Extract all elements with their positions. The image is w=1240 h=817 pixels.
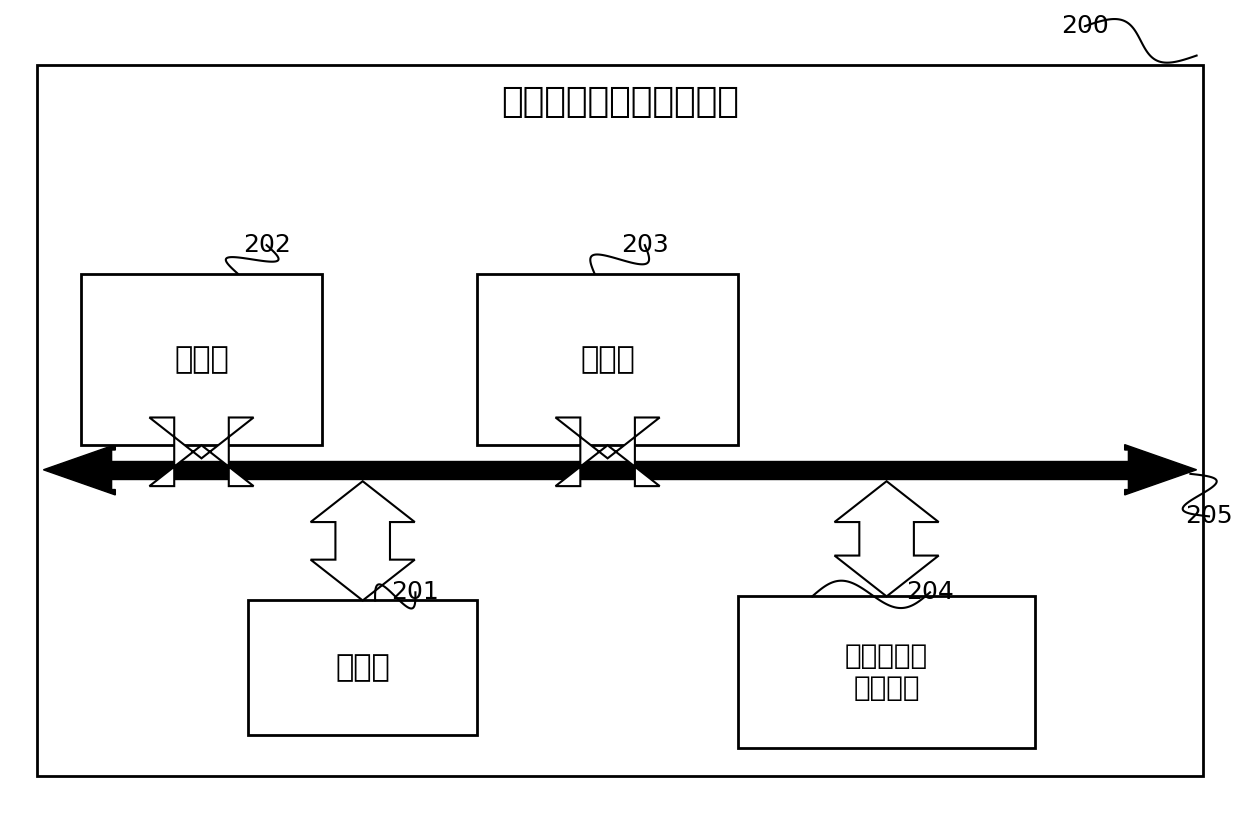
- Text: 收发器: 收发器: [174, 345, 229, 374]
- Text: 202: 202: [243, 233, 290, 257]
- Bar: [105, 461, 1135, 479]
- Polygon shape: [835, 481, 939, 596]
- Bar: [477, 274, 738, 445]
- Polygon shape: [149, 417, 254, 486]
- FancyArrow shape: [1125, 444, 1197, 495]
- Polygon shape: [556, 417, 660, 486]
- Text: 205: 205: [1185, 504, 1233, 529]
- Bar: [738, 596, 1035, 748]
- Text: 204: 204: [906, 580, 954, 605]
- Text: 处理器: 处理器: [580, 345, 635, 374]
- Text: 存储器: 存储器: [335, 654, 391, 682]
- Text: 201: 201: [392, 580, 439, 605]
- Text: 单相自适应
锁相装置: 单相自适应 锁相装置: [844, 642, 929, 702]
- Polygon shape: [310, 481, 414, 600]
- Bar: [81, 274, 322, 445]
- Bar: [248, 600, 477, 735]
- Bar: [37, 65, 1203, 776]
- Text: 单相有源功率因数校正器: 单相有源功率因数校正器: [501, 85, 739, 119]
- Text: 200: 200: [1061, 14, 1109, 38]
- Text: 203: 203: [621, 233, 668, 257]
- FancyArrow shape: [43, 444, 115, 495]
